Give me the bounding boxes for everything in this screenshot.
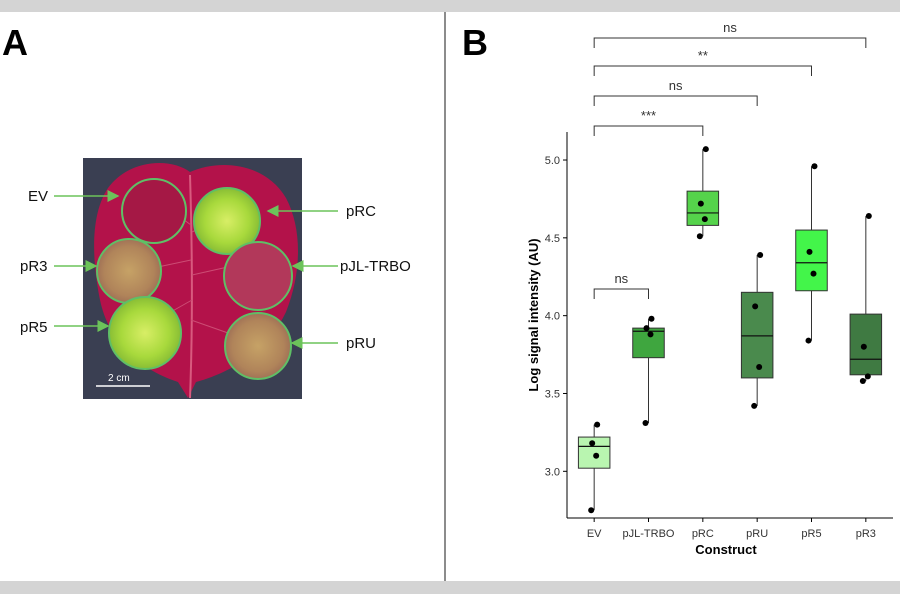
spot-pjl-trbo <box>223 241 293 311</box>
data-point <box>594 421 601 428</box>
panel-b-label: B <box>462 22 488 63</box>
data-point <box>752 303 759 310</box>
data-point <box>647 331 654 338</box>
data-point <box>643 325 650 332</box>
significance-bracket <box>593 37 867 48</box>
spot-pru <box>224 312 292 380</box>
label-pr5: pR5 <box>20 319 48 336</box>
data-point <box>756 364 763 371</box>
data-point <box>589 440 596 447</box>
data-point <box>859 378 866 385</box>
spot-prc <box>193 187 261 255</box>
leaf-midrib <box>189 174 193 399</box>
y-tick-label: 3.0 <box>545 466 560 478</box>
significance-bracket <box>593 65 812 76</box>
box-pr3 <box>849 313 883 376</box>
boxplot-chart: 3.0 3.5 4.0 4.5 5.0 EV pJL-TRBO pRC pRU pR5 pR3 Con… <box>526 20 893 557</box>
data-point <box>642 420 649 427</box>
leaf-photo-panel: EV pR3 pR5 pRC pJL-TRBO pRU 2 cm <box>20 158 411 399</box>
y-tick-label: 4.5 <box>545 233 560 245</box>
label-prc: pRC <box>346 203 376 220</box>
scale-bar-label: 2 cm <box>108 373 130 384</box>
significance-label: ** <box>698 48 708 63</box>
significance-label: ns <box>614 271 628 286</box>
x-tick-label: pRU <box>746 528 768 540</box>
data-point <box>701 216 708 223</box>
data-point <box>860 343 867 350</box>
significance-bracket <box>593 125 704 136</box>
x-axis-title: Construct <box>695 542 757 557</box>
y-tick-label: 3.5 <box>545 388 560 400</box>
label-ev: EV <box>28 188 48 205</box>
significance-label: ns <box>669 78 683 93</box>
x-tick-label: pRC <box>692 528 714 540</box>
x-tick-label: pR3 <box>856 528 876 540</box>
panel-divider <box>444 12 446 581</box>
data-point <box>593 452 600 459</box>
significance-bracket <box>593 288 649 299</box>
data-point <box>805 337 812 344</box>
x-tick-label: pR5 <box>801 528 821 540</box>
panel-a-label: A <box>2 22 28 63</box>
data-point <box>811 163 818 170</box>
label-pr3: pR3 <box>20 258 48 275</box>
x-tick-label: pJL-TRBO <box>623 528 675 540</box>
data-point <box>865 213 872 220</box>
spot-pr3 <box>96 238 162 304</box>
data-point <box>864 373 871 380</box>
data-point <box>757 251 764 258</box>
y-axis-title: Log signal intensity (AU) <box>526 238 541 391</box>
y-tick-label: 4.0 <box>545 311 560 323</box>
bottom-border-band <box>0 581 900 594</box>
x-tick-label: EV <box>587 528 602 540</box>
spot-ev <box>121 178 187 244</box>
data-point <box>648 315 655 322</box>
data-point <box>588 507 595 514</box>
data-point <box>702 146 709 153</box>
data-point <box>806 248 813 255</box>
data-point <box>697 200 704 207</box>
data-point <box>751 402 758 409</box>
y-tick-label: 5.0 <box>545 155 560 167</box>
significance-label: *** <box>641 108 656 123</box>
label-pru: pRU <box>346 335 376 352</box>
spot-pr5 <box>108 296 182 370</box>
label-pjl-trbo: pJL-TRBO <box>340 258 411 275</box>
box-pr5 <box>795 229 828 292</box>
significance-label: ns <box>723 20 737 35</box>
significance-bracket <box>593 95 758 106</box>
top-border-band <box>0 0 900 12</box>
data-point <box>696 233 703 240</box>
data-point <box>810 270 817 277</box>
